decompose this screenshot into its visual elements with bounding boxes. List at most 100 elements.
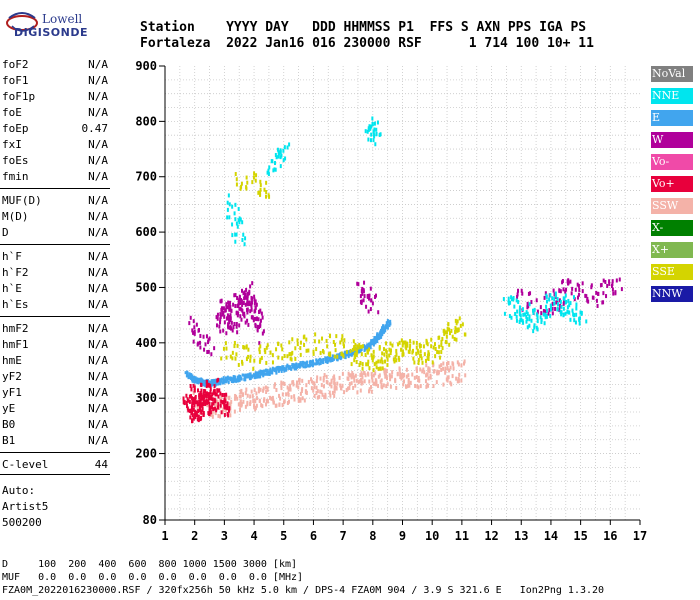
legend-item-x-: X+ xyxy=(651,242,693,258)
data-point xyxy=(306,360,309,364)
data-point xyxy=(378,332,381,336)
data-point xyxy=(270,396,273,401)
data-point xyxy=(192,319,195,324)
data-point xyxy=(268,194,271,199)
data-point xyxy=(254,399,257,404)
data-point xyxy=(204,402,207,407)
data-point xyxy=(316,389,319,394)
data-point xyxy=(611,282,614,287)
data-point xyxy=(562,301,565,306)
data-point xyxy=(239,374,242,378)
data-point xyxy=(372,349,375,354)
data-point xyxy=(281,356,284,361)
data-point xyxy=(235,232,238,237)
data-point xyxy=(265,389,268,394)
data-point xyxy=(271,371,274,375)
data-point xyxy=(250,389,253,394)
data-point xyxy=(254,299,257,304)
param-value: N/A xyxy=(88,210,108,223)
data-point xyxy=(370,372,373,377)
data-point xyxy=(261,370,264,374)
data-point xyxy=(230,399,233,404)
param-label: fxI xyxy=(2,138,22,151)
data-point xyxy=(265,398,268,403)
data-point xyxy=(251,374,254,378)
data-point xyxy=(367,309,370,314)
data-point xyxy=(235,324,238,329)
data-point xyxy=(346,386,349,391)
data-point xyxy=(380,384,383,389)
data-point xyxy=(502,297,505,302)
data-point xyxy=(454,318,457,323)
data-point xyxy=(197,409,200,414)
data-point xyxy=(567,281,570,286)
data-point xyxy=(364,352,367,357)
data-point xyxy=(544,291,547,296)
data-point xyxy=(240,181,243,186)
data-point xyxy=(383,352,386,357)
data-point xyxy=(212,380,215,384)
data-point xyxy=(241,359,244,364)
data-point xyxy=(279,164,282,169)
data-point xyxy=(240,317,243,322)
data-point xyxy=(185,400,188,405)
data-point xyxy=(385,325,388,329)
data-point xyxy=(218,405,221,410)
data-point xyxy=(198,410,201,415)
data-point xyxy=(368,124,371,129)
data-point xyxy=(417,357,420,362)
data-point xyxy=(447,361,450,366)
data-point xyxy=(438,344,441,349)
data-point xyxy=(608,279,611,284)
data-point xyxy=(330,379,333,384)
data-point xyxy=(207,340,210,345)
data-point xyxy=(261,404,264,409)
data-point xyxy=(322,384,325,389)
data-point xyxy=(508,314,511,319)
data-point xyxy=(360,381,363,386)
data-point xyxy=(540,311,543,316)
data-point xyxy=(229,304,232,309)
data-point xyxy=(327,359,330,363)
data-point xyxy=(262,374,265,378)
data-point xyxy=(274,161,277,166)
data-point xyxy=(611,287,614,292)
param-label: M(D) xyxy=(2,210,29,223)
x-tick-label: 15 xyxy=(573,529,587,543)
data-point xyxy=(282,365,285,369)
data-point xyxy=(359,388,362,393)
data-point xyxy=(321,336,324,341)
data-point xyxy=(197,402,200,407)
data-point xyxy=(371,301,374,306)
data-point xyxy=(286,145,289,150)
data-point xyxy=(442,361,445,366)
data-point xyxy=(229,413,232,418)
data-point xyxy=(242,301,245,306)
data-point xyxy=(223,397,226,402)
x-tick-label: 4 xyxy=(250,529,257,543)
data-point xyxy=(253,294,256,299)
data-point xyxy=(352,350,355,354)
data-point xyxy=(252,175,255,180)
data-point xyxy=(561,279,564,284)
data-point xyxy=(373,121,376,126)
data-point xyxy=(389,322,392,326)
data-point xyxy=(345,388,348,393)
data-point xyxy=(440,350,443,355)
data-point xyxy=(319,350,322,355)
data-point xyxy=(457,379,460,384)
data-point xyxy=(297,365,300,369)
data-point xyxy=(275,155,278,160)
data-point xyxy=(198,340,201,345)
data-point xyxy=(381,351,384,356)
x-tick-label: 7 xyxy=(340,529,347,543)
data-point xyxy=(368,387,371,392)
data-point xyxy=(420,356,423,361)
data-point xyxy=(573,297,576,302)
data-point xyxy=(236,396,239,401)
data-point xyxy=(249,309,252,314)
data-point xyxy=(278,402,281,407)
data-point xyxy=(512,297,515,302)
data-point xyxy=(271,353,274,358)
data-point xyxy=(348,373,351,378)
